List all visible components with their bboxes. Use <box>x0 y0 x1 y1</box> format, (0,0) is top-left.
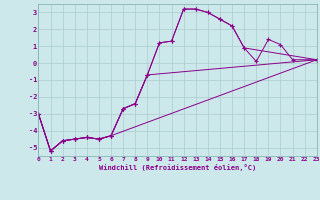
X-axis label: Windchill (Refroidissement éolien,°C): Windchill (Refroidissement éolien,°C) <box>99 164 256 171</box>
